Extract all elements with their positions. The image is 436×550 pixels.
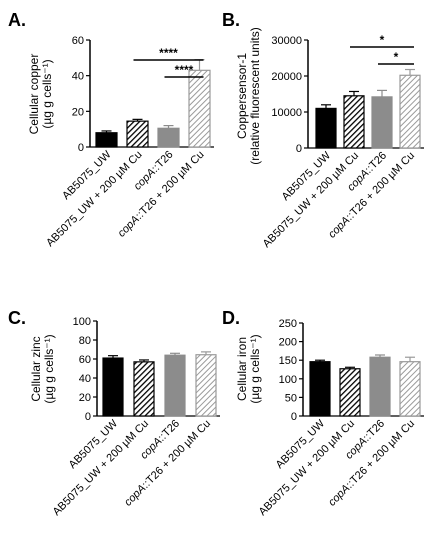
bar <box>309 361 331 417</box>
y-tick-label: 0 <box>78 142 84 154</box>
y-tick-label: 80 <box>79 335 91 347</box>
y-tick-label: 20000 <box>271 71 302 83</box>
y-tick-label: 40 <box>79 373 91 385</box>
y-tick-label: 150 <box>279 355 297 367</box>
bar <box>371 96 393 149</box>
y-axis-label: Coppersensor-1 <box>235 53 249 139</box>
y-axis-label: Cellular iron <box>235 337 249 401</box>
y-tick-label: 20 <box>72 106 84 118</box>
y-axis-unit-label: (µg g cells⁻¹) <box>40 59 54 128</box>
bar <box>95 132 118 148</box>
bar <box>188 69 211 148</box>
y-tick-label: 0 <box>296 143 302 155</box>
panel-letter: D. <box>222 308 240 328</box>
y-axis-label: Cellular zinc <box>29 336 43 401</box>
y-tick-label: 30000 <box>271 35 302 47</box>
panel-letter: C. <box>8 308 26 328</box>
bar <box>195 354 217 417</box>
chart-panel-2: B. Coppersensor-1 (relative fluorescent un… <box>222 10 424 250</box>
bar <box>343 95 365 149</box>
significance-label: **** <box>175 63 194 77</box>
y-tick-label: 250 <box>279 318 297 330</box>
significance-label: * <box>394 50 399 64</box>
y-axis-unit-label: (µg g cells⁻¹) <box>42 334 56 403</box>
bar <box>339 368 361 417</box>
bar <box>399 74 421 149</box>
y-tick-label: 100 <box>73 316 91 328</box>
bar <box>369 356 391 417</box>
y-tick-label: 40 <box>72 71 84 83</box>
y-tick-label: 0 <box>291 411 297 423</box>
chart-panel-1: A.Cellular copper (µg g cells⁻¹)0204060AB… <box>8 10 214 249</box>
y-tick-label: 100 <box>279 374 297 386</box>
bar <box>126 120 149 148</box>
y-tick-label: 60 <box>72 35 84 47</box>
bar <box>157 127 180 148</box>
panel-letter: B. <box>222 10 240 30</box>
y-axis-unit-label: (relative fluorescent units) <box>248 27 262 164</box>
y-tick-label: 20 <box>79 392 91 404</box>
y-tick-label: 60 <box>79 354 91 366</box>
y-tick-label: 10000 <box>271 107 302 119</box>
bar <box>164 354 186 417</box>
chart-panel-3: C.Cellular zinc (µg g cells⁻¹) 0 20 40 60 80 10… <box>8 308 220 518</box>
y-tick-label: 50 <box>285 392 297 404</box>
chart-panel-4: D. Cellular iron (µg g cells⁻¹) 0 50 100 150 20… <box>222 308 424 518</box>
bar <box>102 357 124 417</box>
significance-label: **** <box>159 46 178 60</box>
y-tick-label: 200 <box>279 337 297 349</box>
bar <box>133 361 155 417</box>
y-axis-unit-label: (µg g cells⁻¹) <box>248 334 262 403</box>
panel-letter: A. <box>8 10 26 30</box>
bar <box>315 107 337 149</box>
bar <box>399 361 421 417</box>
y-tick-label: 0 <box>85 411 91 423</box>
significance-label: * <box>380 33 385 47</box>
y-axis-label: Cellular copper <box>27 54 41 135</box>
